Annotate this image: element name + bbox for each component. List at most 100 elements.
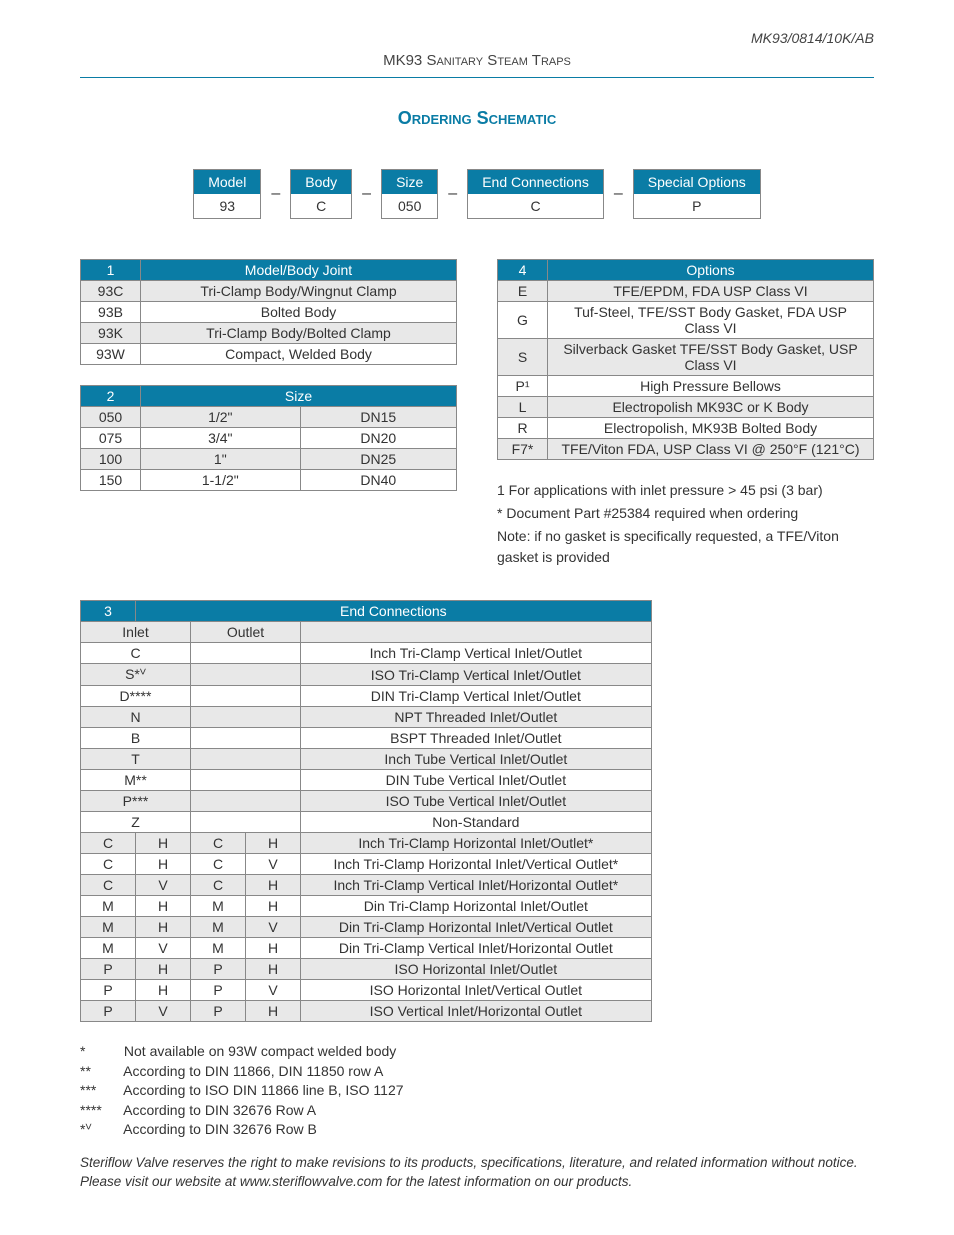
cell: ISO Horizontal Inlet/Vertical Outlet: [301, 980, 652, 1001]
cell: 1": [141, 449, 301, 470]
cell: DN40: [300, 470, 456, 491]
cell: C: [81, 854, 136, 875]
schematic-row: Model93–BodyC–Size050–End ConnectionsC–S…: [80, 169, 874, 219]
cell: Tri-Clamp Body/Wingnut Clamp: [141, 281, 457, 302]
schematic-box: Size050: [381, 169, 438, 219]
cell: 050: [81, 407, 141, 428]
cell: M**: [81, 770, 191, 791]
subhead: Inlet: [81, 622, 191, 643]
cell: 150: [81, 470, 141, 491]
footnote: ** According to DIN 11866, DIN 11850 row…: [80, 1062, 874, 1082]
schematic-header: Model: [194, 170, 260, 194]
cell: C: [81, 833, 136, 854]
cell: Z: [81, 812, 191, 833]
schematic-sep: –: [604, 185, 633, 203]
schematic-value: C: [291, 194, 351, 218]
cell: [191, 791, 301, 812]
cell: High Pressure Bellows: [548, 376, 874, 397]
schematic-header: Size: [382, 170, 437, 194]
cell: H: [246, 938, 301, 959]
cell: H: [246, 896, 301, 917]
cell: [191, 664, 301, 686]
cell: H: [136, 980, 191, 1001]
header-smallcaps3: raps: [541, 52, 571, 69]
cell: L: [498, 397, 548, 418]
cell: P¹: [498, 376, 548, 397]
cell: H: [136, 959, 191, 980]
table-title-cell: Options: [548, 260, 874, 281]
cell: P: [191, 959, 246, 980]
cell: 93B: [81, 302, 141, 323]
cell: Compact, Welded Body: [141, 344, 457, 365]
cell: ISO Tube Vertical Inlet/Outlet: [301, 791, 652, 812]
doc-code: MK93/0814/10K/AB: [80, 30, 874, 46]
schematic-header: Body: [291, 170, 351, 194]
footnote: * Not available on 93W compact welded bo…: [80, 1042, 874, 1062]
schematic-box: End ConnectionsC: [467, 169, 604, 219]
cell: M: [81, 896, 136, 917]
cell: 93W: [81, 344, 141, 365]
cell: DN15: [300, 407, 456, 428]
cell: DIN Tube Vertical Inlet/Outlet: [301, 770, 652, 791]
cell: H: [136, 854, 191, 875]
options-footnotes: 1 For applications with inlet pressure >…: [497, 480, 874, 568]
two-col: 1Model/Body Joint93CTri-Clamp Body/Wingn…: [80, 259, 874, 570]
cell: M: [81, 938, 136, 959]
cell: G: [498, 302, 548, 339]
subhead: [301, 622, 652, 643]
cell: C: [191, 854, 246, 875]
cell: [191, 686, 301, 707]
schematic-box: Model93: [193, 169, 261, 219]
section-title: Ordering Schematic: [80, 108, 874, 129]
header-smallcaps: anitary: [436, 52, 483, 69]
cell: TFE/Viton FDA, USP Class VI @ 250°F (121…: [548, 439, 874, 460]
schematic-box: Special OptionsP: [633, 169, 761, 219]
cell: H: [246, 833, 301, 854]
schematic-sep: –: [352, 185, 381, 203]
cell: Tuf-Steel, TFE/SST Body Gasket, FDA USP …: [548, 302, 874, 339]
cell: H: [246, 1001, 301, 1022]
footnote: 1 For applications with inlet pressure >…: [497, 480, 874, 501]
table-model-body: 1Model/Body Joint93CTri-Clamp Body/Wingn…: [80, 259, 457, 365]
cell: P: [191, 980, 246, 1001]
cell: NPT Threaded Inlet/Outlet: [301, 707, 652, 728]
footnote: Note: if no gasket is specifically reque…: [497, 526, 874, 568]
cell: V: [136, 938, 191, 959]
table-options: 4OptionsETFE/EPDM, FDA USP Class VIGTuf-…: [497, 259, 874, 460]
schematic-value: P: [634, 194, 760, 218]
cell: M: [81, 917, 136, 938]
cell: Din Tri-Clamp Horizontal Inlet/Vertical …: [301, 917, 652, 938]
table-title-cell: Size: [141, 386, 457, 407]
table-num-cell: 4: [498, 260, 548, 281]
cell: P***: [81, 791, 191, 812]
table-title-cell: End Connections: [136, 601, 652, 622]
cell: T: [81, 749, 191, 770]
table-title-cell: Model/Body Joint: [141, 260, 457, 281]
schematic-value: 93: [194, 194, 260, 218]
cell: F7*: [498, 439, 548, 460]
disclaimer: Steriflow Valve reserves the right to ma…: [80, 1154, 874, 1192]
cell: D****: [81, 686, 191, 707]
cell: H: [136, 917, 191, 938]
cell: ISO Tri-Clamp Vertical Inlet/Outlet: [301, 664, 652, 686]
cell: [191, 749, 301, 770]
cell: Bolted Body: [141, 302, 457, 323]
cell: S: [498, 339, 548, 376]
cell: M: [191, 917, 246, 938]
cell: 1/2": [141, 407, 301, 428]
header-smallcaps2: team: [497, 52, 528, 69]
subhead: Outlet: [191, 622, 301, 643]
table-num-cell: 3: [81, 601, 136, 622]
cell: M: [191, 896, 246, 917]
cell: P: [191, 1001, 246, 1022]
cell: Silverback Gasket TFE/SST Body Gasket, U…: [548, 339, 874, 376]
schematic-sep: –: [438, 185, 467, 203]
cell: ISO Vertical Inlet/Horizontal Outlet: [301, 1001, 652, 1022]
cell: 1-1/2": [141, 470, 301, 491]
footnote: **** According to DIN 32676 Row A: [80, 1101, 874, 1121]
table-size: 2Size0501/2"DN150753/4"DN201001"DN251501…: [80, 385, 457, 491]
cell: E: [498, 281, 548, 302]
cell: TFE/EPDM, FDA USP Class VI: [548, 281, 874, 302]
cell: V: [246, 917, 301, 938]
cell: 3/4": [141, 428, 301, 449]
